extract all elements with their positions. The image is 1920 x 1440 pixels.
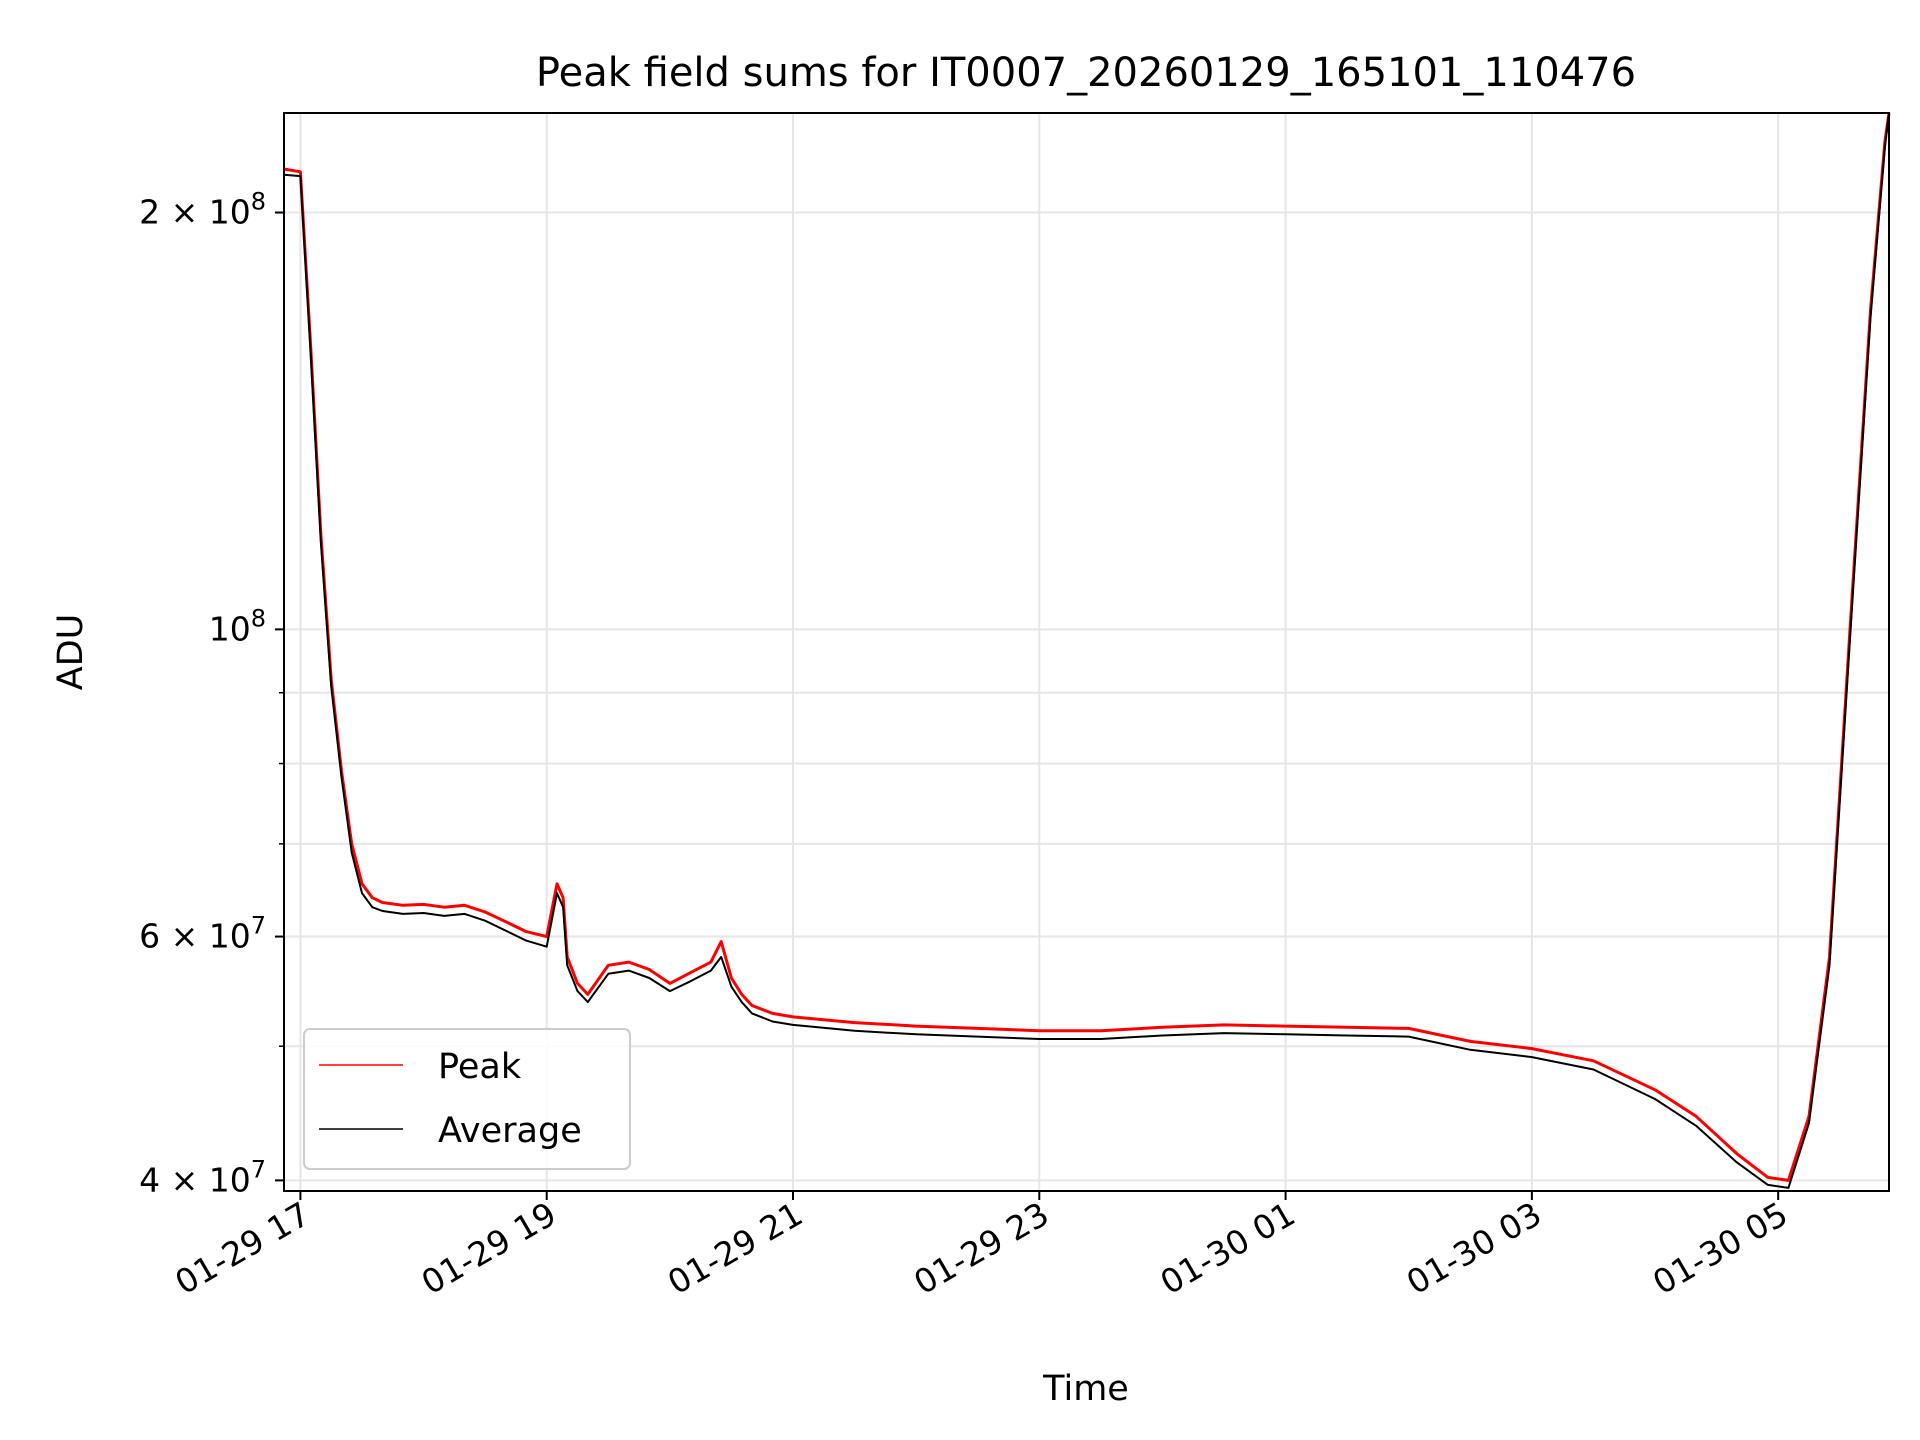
series-line-average <box>283 112 1890 1189</box>
x-axis-label: Time <box>1042 1369 1129 1409</box>
chart-title: Peak field sums for IT0007_20260129_1651… <box>536 50 1636 96</box>
legend-label-average: Average <box>438 1111 582 1151</box>
series-layer <box>283 112 1891 1189</box>
y-tick-label: 4 × 107 <box>139 1155 266 1199</box>
y-axis-label: ADU <box>51 614 91 691</box>
grid <box>284 113 1889 1191</box>
y-tick-label: 2 × 108 <box>139 188 266 232</box>
axes-frame <box>283 112 1890 1192</box>
series-line-peak <box>283 112 1891 1182</box>
legend: Peak Average <box>303 1028 631 1170</box>
y-tick-label: 108 <box>209 604 266 648</box>
y-axis-ticks: 4 × 107 6 × 107 108 2 × 108 <box>139 188 284 1199</box>
legend-label-peak: Peak <box>438 1047 522 1087</box>
y-tick-label: 6 × 107 <box>139 912 266 956</box>
legend-box <box>303 1028 631 1170</box>
